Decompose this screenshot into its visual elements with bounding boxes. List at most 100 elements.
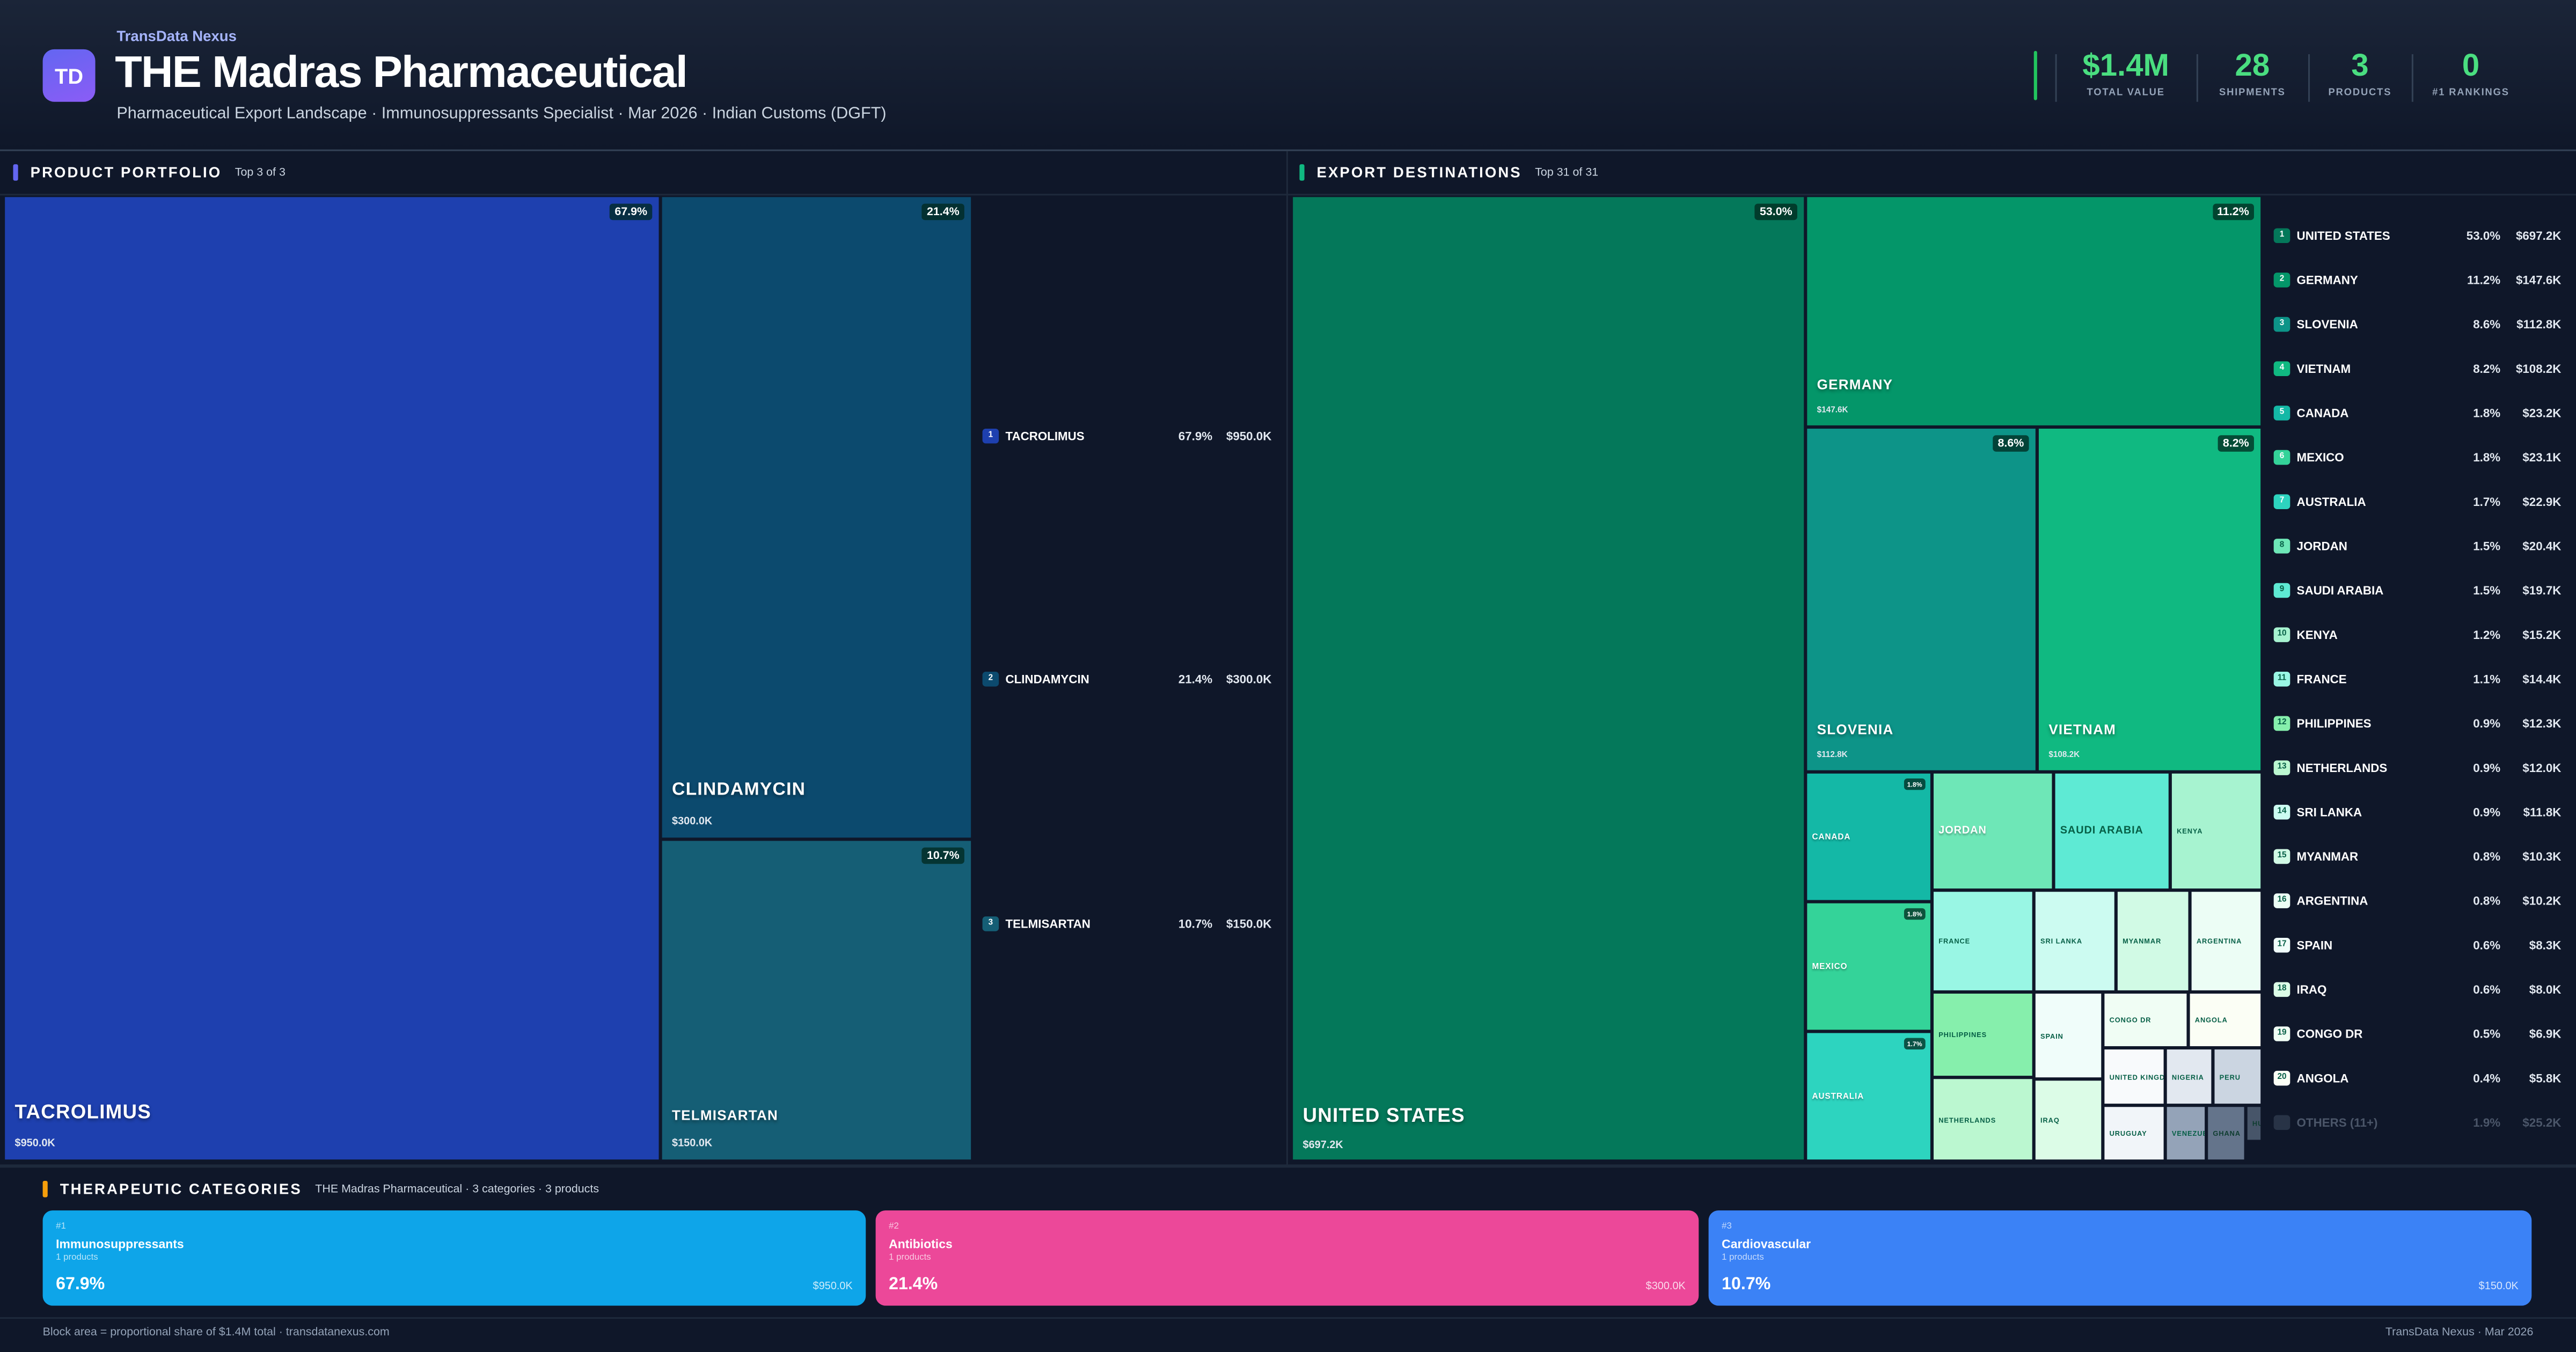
- destination-tile[interactable]: 8.2% VIETNAM $108.2K: [2038, 428, 2261, 770]
- destination-legend-row[interactable]: 15 MYANMAR 0.8% $10.3K: [2273, 848, 2562, 864]
- destination-legend-row[interactable]: 11 FRANCE 1.1% $14.4K: [2273, 670, 2561, 687]
- destination-tile[interactable]: HUN: [2247, 1107, 2261, 1140]
- destination-tile[interactable]: 1.8% MEXICO: [1807, 903, 1930, 1030]
- country-value: $10.3K: [2522, 848, 2562, 863]
- destination-tile[interactable]: PERU: [2214, 1049, 2261, 1104]
- percent-chip: 67.9%: [610, 203, 653, 221]
- destination-legend-row[interactable]: 7 AUSTRALIA 1.7% $22.9K: [2273, 493, 2561, 509]
- destination-legend-row[interactable]: 5 CANADA 1.8% $23.2K: [2273, 404, 2561, 421]
- destination-tile[interactable]: ANGOLA: [2190, 994, 2261, 1046]
- destination-tile[interactable]: 1.7% AUSTRALIA: [1807, 1033, 1930, 1160]
- product-legend-row[interactable]: 2 CLINDAMYCIN 21.4% $300.0K: [982, 670, 1271, 687]
- section-subtitle: THE Madras Pharmaceutical · 3 categories…: [315, 1183, 599, 1195]
- destination-tile[interactable]: 53.0% UNITED STATES $697.2K: [1293, 197, 1804, 1160]
- destination-legend-row[interactable]: 4 VIETNAM 8.2% $108.2K: [2273, 359, 2561, 376]
- destination-legend-row[interactable]: 2 GERMANY 11.2% $147.6K: [2273, 271, 2561, 288]
- destination-tile[interactable]: CONGO DR: [2104, 994, 2187, 1046]
- percent-chip: 8.2%: [2218, 435, 2254, 452]
- tile-name: GHANA: [2213, 1129, 2241, 1137]
- category-value: $950.0K: [813, 1281, 853, 1293]
- country-pct: 1.8%: [2473, 405, 2501, 420]
- destination-tile[interactable]: 8.6% SLOVENIA $112.8K: [1807, 428, 2036, 770]
- rank-badge: 14: [2273, 804, 2290, 819]
- tile-name: CANADA: [1812, 832, 1851, 842]
- country-name: UNITED STATES: [2296, 227, 2390, 243]
- tile-name: PHILIPPINES: [1938, 1030, 1987, 1039]
- destination-legend-row[interactable]: 12 PHILIPPINES 0.9% $12.3K: [2273, 715, 2562, 731]
- destination-legend-row[interactable]: 3 SLOVENIA 8.6% $112.8K: [2273, 315, 2561, 332]
- tile-value: $112.8K: [1817, 750, 1848, 761]
- destination-tile[interactable]: ARGENTINA: [2191, 892, 2261, 990]
- tile-name: IRAQ: [2040, 1116, 2060, 1125]
- destination-legend-row[interactable]: 1 UNITED STATES 53.0% $697.2K: [2273, 226, 2561, 243]
- product-legend-row[interactable]: 1 TACROLIMUS 67.9% $950.0K: [982, 427, 1271, 444]
- country-name: ANGOLA: [2296, 1070, 2349, 1085]
- destination-tile[interactable]: JORDAN: [1934, 773, 2052, 889]
- country-value: $15.2K: [2522, 626, 2562, 642]
- destination-tile[interactable]: VENEZUELA: [2167, 1107, 2205, 1160]
- destination-tile[interactable]: GHANA: [2208, 1107, 2244, 1160]
- destination-legend-others[interactable]: OTHERS (11+) 1.9% $25.2K: [2273, 1113, 2561, 1130]
- stat-label: #1 RANKINGS: [2432, 89, 2509, 99]
- page-subtitle: Pharmaceutical Export Landscape · Immuno…: [116, 105, 887, 123]
- destination-tile[interactable]: URUGUAY: [2104, 1107, 2164, 1160]
- destination-legend-row[interactable]: 13 NETHERLANDS 0.9% $12.0K: [2273, 759, 2561, 775]
- rank-badge: 8: [2273, 538, 2290, 553]
- destination-tile[interactable]: PHILIPPINES: [1934, 994, 2032, 1076]
- product-pct: 10.7%: [1178, 915, 1213, 931]
- country-value: $20.4K: [2522, 538, 2562, 553]
- category-card[interactable]: #2 Antibiotics 1 products 21.4% $300.0K: [875, 1210, 1699, 1306]
- product-tile[interactable]: 67.9% TACROLIMUS $950.0K: [5, 197, 659, 1160]
- destination-legend-row[interactable]: 17 SPAIN 0.6% $8.3K: [2273, 936, 2561, 953]
- destination-tile[interactable]: KENYA: [2171, 773, 2261, 889]
- percent-chip: 1.7%: [1904, 1038, 1926, 1050]
- destination-legend-row[interactable]: 14 SRI LANKA 0.9% $11.8K: [2273, 803, 2561, 820]
- country-name: SLOVENIA: [2296, 316, 2358, 331]
- product-tile[interactable]: 21.4% CLINDAMYCIN $300.0K: [662, 197, 971, 838]
- category-value: $300.0K: [1645, 1281, 1686, 1293]
- stat-value: 0: [2462, 49, 2480, 84]
- product-tile[interactable]: 10.7% TELMISARTAN $150.0K: [662, 841, 971, 1160]
- destination-legend-row[interactable]: 20 ANGOLA 0.4% $5.8K: [2273, 1069, 2561, 1086]
- destination-tile[interactable]: IRAQ: [2035, 1081, 2102, 1160]
- tile-name: GERMANY: [1817, 375, 1893, 392]
- destination-tile[interactable]: UNITED KINGDOM: [2104, 1049, 2164, 1104]
- tile-name: SRI LANKA: [2040, 937, 2083, 945]
- brand-name: TransData Nexus: [116, 28, 237, 45]
- category-card[interactable]: #1 Immunosuppressants 1 products 67.9% $950.…: [42, 1210, 866, 1306]
- tile-value: $150.0K: [672, 1138, 713, 1150]
- country-pct: 0.6%: [2473, 937, 2501, 952]
- destination-legend-row[interactable]: 6 MEXICO 1.8% $23.1K: [2273, 449, 2561, 465]
- destination-tile[interactable]: SRI LANKA: [2035, 892, 2114, 990]
- destination-legend-row[interactable]: 9 SAUDI ARABIA 1.5% $19.7K: [2273, 582, 2561, 598]
- tile-name: UNITED STATES: [1302, 1104, 1465, 1127]
- destination-legend-row[interactable]: 10 KENYA 1.2% $15.2K: [2273, 626, 2562, 642]
- destination-legend-row[interactable]: 8 JORDAN 1.5% $20.4K: [2273, 537, 2562, 554]
- destination-tile[interactable]: 11.2% GERMANY $147.6K: [1807, 197, 2261, 425]
- tile-name: TACROLIMUS: [14, 1100, 151, 1123]
- rank-badge: 13: [2273, 759, 2290, 775]
- country-pct: 0.5%: [2473, 1025, 2501, 1041]
- product-legend-row[interactable]: 3 TELMISARTAN 10.7% $150.0K: [982, 915, 1271, 931]
- stat-value: $1.4M: [2082, 49, 2170, 84]
- destination-legend-row[interactable]: 19 CONGO DR 0.5% $6.9K: [2273, 1025, 2561, 1041]
- destination-tile[interactable]: FRANCE: [1934, 892, 2032, 990]
- destination-tile[interactable]: 1.8% CANADA: [1807, 773, 1930, 900]
- stat-label: PRODUCTS: [2328, 89, 2392, 99]
- destination-legend-row[interactable]: 16 ARGENTINA 0.8% $10.2K: [2273, 892, 2561, 908]
- tile-name: MEXICO: [1812, 961, 1848, 972]
- destination-tile[interactable]: NIGERIA: [2167, 1049, 2212, 1104]
- product-name: TACROLIMUS: [1005, 428, 1085, 443]
- destination-tile[interactable]: SPAIN: [2035, 994, 2102, 1078]
- destination-tile[interactable]: SAUDI ARABIA: [2055, 773, 2169, 889]
- category-card[interactable]: #3 Cardiovascular 1 products 10.7% $150.0K: [1708, 1210, 2532, 1306]
- destination-tile[interactable]: MYANMAR: [2117, 892, 2189, 990]
- country-name: JORDAN: [2296, 538, 2347, 553]
- tile-name: ARGENTINA: [2196, 937, 2242, 945]
- product-pct: 67.9%: [1178, 428, 1213, 443]
- destination-legend-row[interactable]: 18 IRAQ 0.6% $8.0K: [2273, 981, 2561, 997]
- country-pct: 1.5%: [2473, 538, 2501, 553]
- destination-tile[interactable]: NETHERLANDS: [1934, 1079, 2032, 1160]
- country-pct: 8.2%: [2473, 360, 2501, 376]
- country-value: $12.3K: [2522, 715, 2562, 730]
